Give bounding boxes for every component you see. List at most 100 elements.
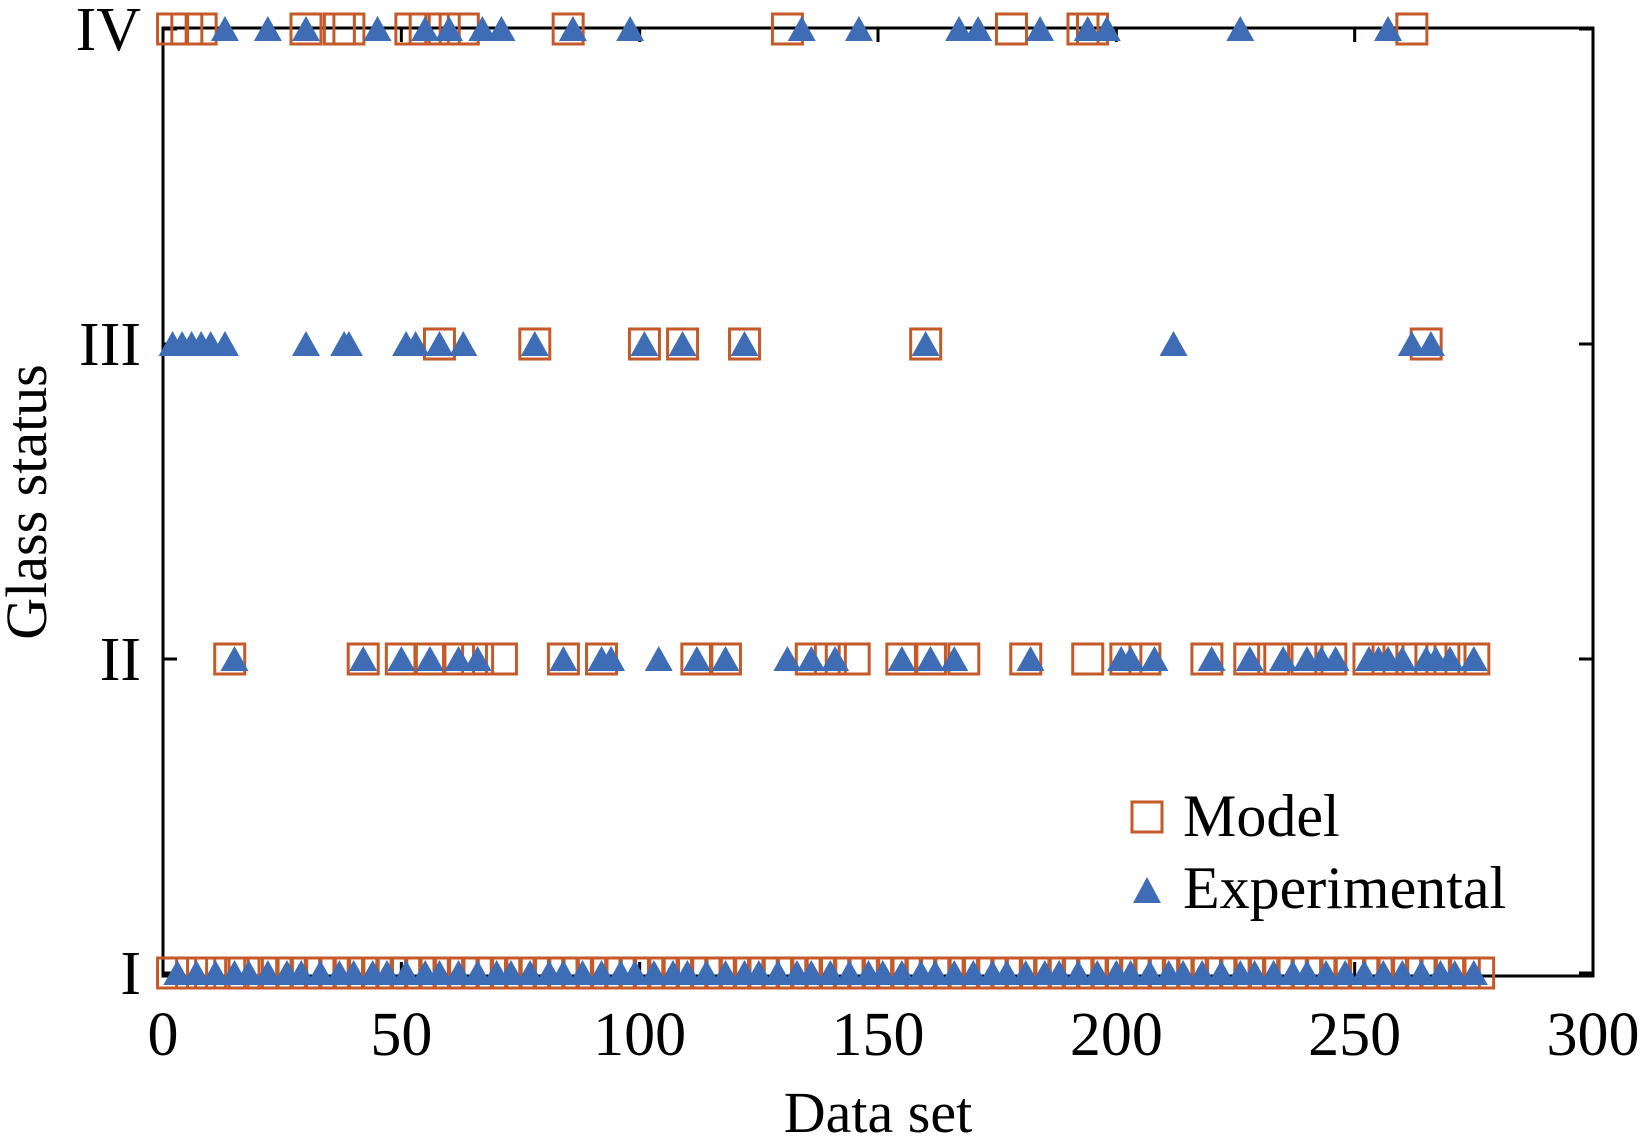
experimental-point	[639, 960, 668, 985]
plot-frame	[161, 26, 1595, 978]
experimental-point	[253, 16, 282, 41]
experimental-point	[1226, 16, 1255, 41]
model-point	[213, 642, 247, 676]
model-point	[1462, 956, 1496, 990]
experimental-point	[292, 331, 320, 356]
y-tick-label: II	[100, 626, 141, 694]
experimental-point	[797, 960, 826, 985]
experimental-point	[549, 646, 578, 671]
experimental-point	[940, 646, 969, 671]
legend: Model Experimental	[1130, 783, 1506, 921]
x-tick-label: 200	[1070, 1001, 1163, 1069]
experimental-point	[1092, 16, 1121, 41]
x-tick-label: 50	[370, 1001, 432, 1069]
model-point	[1109, 642, 1143, 676]
experimental-point	[287, 960, 316, 985]
experimental-point	[1321, 646, 1350, 671]
experimental-point	[549, 960, 578, 985]
experimental-point	[620, 960, 649, 985]
experimental-point	[1116, 646, 1145, 671]
experimental-point	[816, 960, 845, 985]
experimental-point	[1459, 960, 1488, 985]
model-point	[1190, 642, 1224, 676]
model-point	[184, 12, 218, 46]
experimental-point	[1073, 16, 1102, 41]
model-point	[1009, 642, 1043, 676]
model-point	[913, 642, 947, 676]
experimental-point	[887, 646, 916, 671]
experimental-point	[392, 960, 421, 985]
experimental-point	[425, 960, 454, 985]
experimental-point	[387, 646, 416, 671]
model-point	[332, 12, 366, 46]
experimental-point	[558, 16, 587, 41]
experimental-point	[644, 646, 673, 671]
experimental-point	[463, 646, 492, 671]
model-point	[422, 327, 456, 361]
experimental-point	[1016, 646, 1045, 671]
experimental-point	[992, 960, 1021, 985]
experimental-point	[1011, 960, 1040, 985]
experimental-point	[411, 16, 440, 41]
model-point	[346, 642, 380, 676]
experimental-point	[1026, 16, 1055, 41]
experimental-point	[692, 960, 721, 985]
x-axis-label: Data set	[784, 1080, 972, 1137]
experimental-point	[940, 960, 969, 985]
model-point	[994, 12, 1028, 46]
experimental-point	[673, 960, 702, 985]
experimental-point	[253, 960, 282, 985]
experimental-point	[921, 960, 950, 985]
experimental-point	[401, 331, 430, 356]
experimental-point	[616, 16, 645, 41]
experimental-point	[1269, 646, 1298, 671]
experimental-point	[363, 16, 392, 41]
legend-experimental-marker	[1133, 877, 1161, 903]
experimental-point	[1235, 646, 1264, 671]
experimental-point	[306, 960, 335, 985]
experimental-point	[1459, 646, 1488, 671]
experimental-point	[730, 331, 759, 356]
experimental-point	[1169, 960, 1198, 985]
experimental-point	[487, 16, 516, 41]
y-axis-label: Glass status	[0, 364, 59, 640]
model-point	[289, 12, 323, 46]
experimental-point	[568, 960, 597, 985]
x-tick-label: 100	[593, 1001, 686, 1069]
experimental-point	[163, 960, 192, 985]
experimental-point	[1159, 331, 1188, 356]
experimental-point	[1140, 646, 1169, 671]
experimental-point	[711, 960, 740, 985]
legend-model-marker	[1130, 800, 1164, 834]
x-tick-label: 300	[1547, 1001, 1640, 1069]
experimental-point	[1312, 960, 1341, 985]
experimental-point	[292, 16, 320, 41]
model-point	[666, 327, 700, 361]
model-point	[408, 12, 442, 46]
experimental-point	[1083, 960, 1112, 985]
model-point	[909, 327, 943, 361]
experimental-point	[744, 960, 773, 985]
experimental-point	[349, 646, 378, 671]
experimental-point	[210, 16, 239, 41]
y-tick-label: III	[79, 311, 141, 379]
experimental-point	[201, 960, 230, 985]
experimental-point	[1240, 960, 1269, 985]
data-marks	[156, 12, 1496, 990]
experimental-point	[425, 331, 454, 356]
experimental-point	[468, 16, 497, 41]
experimental-point	[1350, 960, 1379, 985]
experimental-point	[821, 646, 850, 671]
experimental-point	[1407, 960, 1436, 985]
experimental-point	[373, 960, 402, 985]
experimental-point	[964, 16, 993, 41]
experimental-point	[797, 646, 826, 671]
experimental-point	[444, 960, 473, 985]
experimental-point	[1188, 960, 1217, 985]
model-point	[484, 642, 518, 676]
experimental-point	[520, 331, 549, 356]
experimental-point	[1116, 960, 1145, 985]
experimental-point	[415, 646, 444, 671]
model-point	[1395, 12, 1429, 46]
experimental-point	[911, 331, 940, 356]
